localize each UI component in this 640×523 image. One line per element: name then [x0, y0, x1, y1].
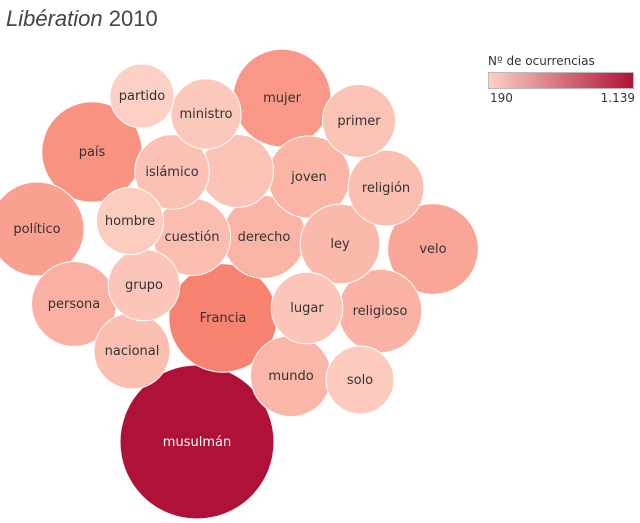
bubble-label-joven: joven: [290, 170, 327, 185]
bubble-label-lugar: lugar: [290, 301, 324, 316]
bubble-primer[interactable]: [321, 83, 397, 159]
publication-name: Libération: [6, 6, 103, 31]
bubble-islamico[interactable]: [134, 134, 210, 210]
bubble-velo[interactable]: [387, 203, 479, 295]
bubble-label-partido: partido: [119, 89, 166, 104]
bubble-label-solo: solo: [347, 373, 373, 388]
publication-year: 2010: [108, 6, 158, 31]
legend-gradient-bar: [488, 72, 634, 89]
bubble-label-persona: persona: [48, 297, 101, 312]
bubble-religion[interactable]: [347, 149, 425, 227]
bubble-label-nacional: nacional: [105, 344, 160, 359]
bubble-label-musulman: musulmán: [163, 435, 231, 450]
legend-labels: 190 1.139: [488, 91, 636, 107]
bubble-partido[interactable]: [109, 63, 175, 129]
bubble-label-islamico: islámico: [145, 165, 198, 180]
bubble-label-mundo: mundo: [268, 369, 313, 384]
bubble-label-velo: velo: [419, 242, 446, 257]
bubble-solo[interactable]: [325, 345, 395, 415]
bubble-label-pais: país: [79, 145, 106, 160]
bubble-label-religioso: religioso: [353, 304, 408, 319]
bubble-label-religion: religión: [362, 181, 410, 196]
bubble-politico[interactable]: [0, 181, 85, 277]
color-legend: Nº de ocurrencias 190 1.139: [488, 54, 636, 107]
bubble-label-cuestion: cuestión: [164, 230, 219, 245]
bubble-ministro[interactable]: [170, 78, 242, 150]
bubble-label-francia: Francia: [200, 311, 247, 326]
bubble-label-mujer: mujer: [263, 91, 302, 106]
bubble-label-derecho: derecho: [238, 230, 291, 245]
bubble-hombre[interactable]: [95, 186, 165, 256]
chart-title: Libération 2010: [6, 6, 158, 32]
bubble-label-ministro: ministro: [179, 107, 232, 122]
bubble-label-politico: político: [13, 222, 60, 237]
bubble-ley[interactable]: [299, 203, 381, 285]
bubble-label-grupo: grupo: [125, 278, 163, 293]
bubble-label-primer: primer: [337, 114, 381, 129]
bubble-label-hombre: hombre: [105, 214, 155, 229]
legend-max-label: 1.139: [600, 91, 635, 105]
legend-title: Nº de ocurrencias: [488, 54, 595, 68]
bubble-label-ley: ley: [330, 237, 350, 252]
bubble-lugar[interactable]: [270, 271, 344, 345]
legend-min-label: 190: [490, 91, 513, 105]
